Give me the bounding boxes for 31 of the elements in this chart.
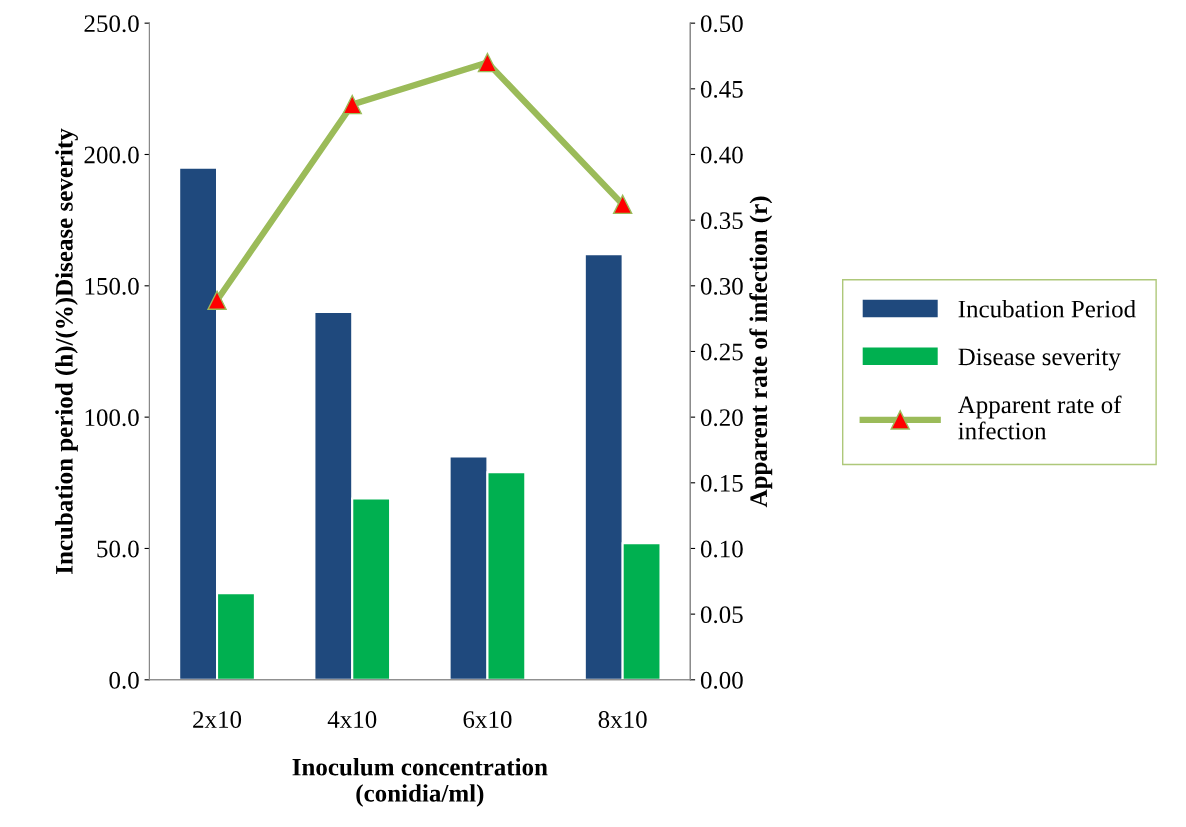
y-tick-label: 250.0 xyxy=(84,15,139,33)
y-axis-title: Incubation period (h)/(%)Disease severity xyxy=(55,128,78,574)
y-tick-label: 150.0 xyxy=(85,277,139,295)
point xyxy=(207,290,227,310)
y2-tick-label: 0.30 xyxy=(700,277,743,295)
y2-tick-label: 0.00 xyxy=(700,671,743,689)
x-tick-label: 4x10 xyxy=(327,711,377,728)
point xyxy=(342,94,362,115)
y2-tick-label: 0.20 xyxy=(700,409,743,427)
y2-tick-label: 0.05 xyxy=(700,606,743,624)
y-tick-label: 200.0 xyxy=(84,146,139,164)
y-tick-label: 0.0 xyxy=(109,671,139,689)
point xyxy=(612,194,633,215)
y2-tick-label: 0.50 xyxy=(700,15,743,33)
legend-label: Apparent rate of infection xyxy=(957,395,1122,440)
y2-tick-label: 0.35 xyxy=(700,212,743,230)
point xyxy=(477,52,498,73)
legend-label: Incubation Period xyxy=(958,299,1136,318)
x-tick-label: 8x10 xyxy=(598,711,647,728)
y-tick-label: 50.0 xyxy=(97,540,139,558)
x-axis-title: Inoculum concentration (conidia/ml) xyxy=(292,758,548,807)
legend-label: Disease severity xyxy=(958,348,1121,371)
y2-tick-label: 0.40 xyxy=(700,146,743,164)
y2-tick-label: 0.10 xyxy=(700,540,743,558)
y2-tick-label: 0.15 xyxy=(700,474,743,492)
x-tick-label: 2x10 xyxy=(193,711,242,728)
y2-tick-label: 0.25 xyxy=(700,343,743,361)
y-tick-label: 100.0 xyxy=(85,409,139,427)
x-tick-label: 6x10 xyxy=(463,711,512,728)
y2-tick-label: 0.45 xyxy=(700,80,743,98)
y2-axis-title: Apparent rate of infection (r) xyxy=(749,196,773,508)
